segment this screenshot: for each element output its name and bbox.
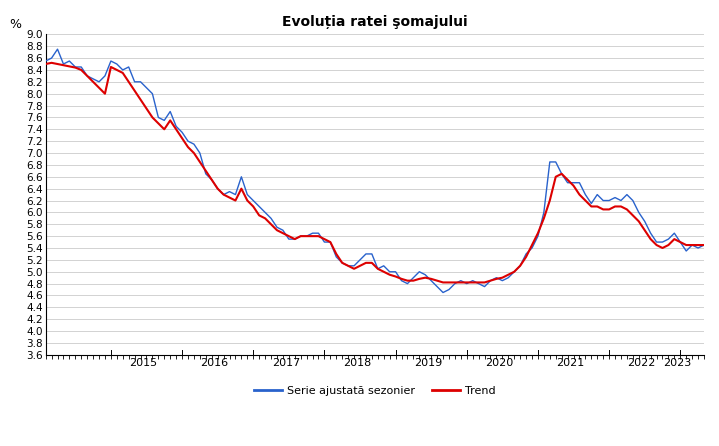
Title: Evoluția ratei şomajului: Evoluția ratei şomajului <box>282 15 467 29</box>
Legend: Serie ajustată sezonier, Trend: Serie ajustată sezonier, Trend <box>249 382 500 401</box>
Text: %: % <box>9 18 22 31</box>
